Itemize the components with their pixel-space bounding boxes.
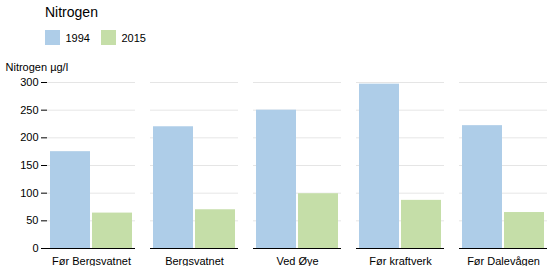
svg-text:Før Bergsvatnet: Før Bergsvatnet — [52, 255, 131, 266]
html-text:Nitrogen: Nitrogen — [45, 4, 98, 20]
svg-text:Før Dalevågen: Før Dalevågen — [467, 255, 540, 266]
svg-text:250: 250 — [20, 103, 38, 115]
svg-text:0: 0 — [32, 242, 38, 254]
svg-text:100: 100 — [20, 186, 38, 198]
html-text:1994: 1994 — [65, 31, 90, 44]
svg-text:150: 150 — [20, 159, 38, 171]
svg-text:50: 50 — [26, 214, 38, 226]
svg-text:Før kraftverk: Før kraftverk — [369, 255, 432, 266]
svg-text:Bergsvatnet: Bergsvatnet — [165, 255, 224, 266]
svg-text:300: 300 — [20, 76, 38, 88]
svg-text:Ved Øye: Ved Øye — [276, 255, 318, 266]
html-text:2015: 2015 — [121, 31, 146, 44]
svg-text:Nitrogen µg/l: Nitrogen µg/l — [6, 61, 69, 73]
svg-text:200: 200 — [20, 131, 38, 143]
